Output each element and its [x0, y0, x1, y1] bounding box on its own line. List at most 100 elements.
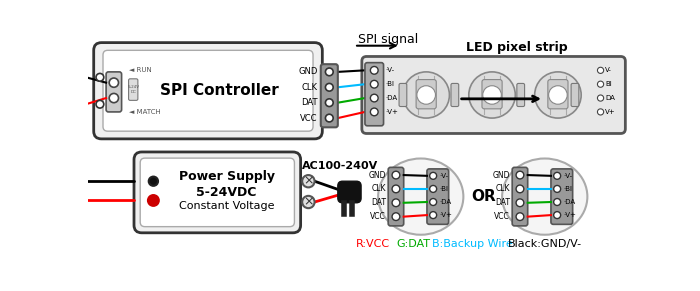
- Circle shape: [417, 86, 435, 104]
- Text: ·BI: ·BI: [385, 81, 394, 87]
- Text: ·DA: ·DA: [385, 95, 397, 101]
- Circle shape: [598, 67, 603, 73]
- Circle shape: [598, 95, 603, 101]
- FancyBboxPatch shape: [512, 167, 528, 226]
- FancyBboxPatch shape: [365, 63, 384, 126]
- Text: 5-24VDC: 5-24VDC: [197, 185, 257, 198]
- Circle shape: [392, 185, 400, 193]
- FancyBboxPatch shape: [482, 79, 502, 109]
- Text: AC100-240V: AC100-240V: [302, 161, 379, 171]
- Text: DAT: DAT: [301, 98, 318, 107]
- Circle shape: [109, 93, 118, 103]
- Circle shape: [516, 171, 524, 179]
- FancyBboxPatch shape: [94, 42, 322, 139]
- Text: ·V+: ·V+: [385, 109, 398, 115]
- Text: DAT: DAT: [495, 198, 510, 207]
- Text: V+: V+: [606, 109, 616, 115]
- FancyBboxPatch shape: [571, 84, 579, 107]
- Text: ·V+: ·V+: [564, 212, 576, 218]
- Circle shape: [554, 212, 561, 219]
- Circle shape: [549, 86, 567, 104]
- Circle shape: [554, 172, 561, 179]
- Text: LED pixel strip: LED pixel strip: [466, 41, 568, 54]
- FancyBboxPatch shape: [140, 158, 295, 227]
- Text: ·DA: ·DA: [440, 199, 452, 205]
- FancyBboxPatch shape: [129, 79, 138, 100]
- Circle shape: [430, 185, 437, 192]
- Circle shape: [148, 177, 158, 186]
- FancyBboxPatch shape: [321, 64, 338, 127]
- Circle shape: [392, 199, 400, 207]
- Text: R:VCC: R:VCC: [356, 239, 390, 249]
- Circle shape: [96, 73, 104, 81]
- Circle shape: [516, 213, 524, 221]
- Text: GND: GND: [368, 171, 386, 180]
- Ellipse shape: [378, 159, 463, 235]
- Text: OR: OR: [471, 189, 496, 204]
- FancyBboxPatch shape: [517, 84, 524, 107]
- Circle shape: [598, 81, 603, 87]
- Text: ·V-: ·V-: [385, 67, 394, 73]
- FancyBboxPatch shape: [451, 84, 458, 107]
- FancyBboxPatch shape: [106, 72, 122, 112]
- FancyBboxPatch shape: [551, 169, 573, 224]
- Circle shape: [430, 198, 437, 205]
- Circle shape: [430, 212, 437, 219]
- Circle shape: [554, 198, 561, 205]
- Text: SPI signal: SPI signal: [358, 33, 418, 46]
- Text: ◄ RUN: ◄ RUN: [129, 67, 151, 72]
- Text: CLK: CLK: [302, 83, 318, 92]
- Circle shape: [326, 84, 333, 91]
- Text: ·BI: ·BI: [564, 186, 573, 192]
- Circle shape: [516, 199, 524, 207]
- Text: DA: DA: [606, 95, 615, 101]
- Ellipse shape: [502, 159, 587, 235]
- FancyBboxPatch shape: [134, 152, 300, 233]
- FancyBboxPatch shape: [548, 79, 568, 109]
- Text: ·BI: ·BI: [440, 186, 449, 192]
- Circle shape: [96, 100, 104, 108]
- Text: Constant Voltage: Constant Voltage: [179, 201, 274, 211]
- Circle shape: [326, 114, 333, 122]
- Circle shape: [326, 68, 333, 76]
- Text: ·V-: ·V-: [564, 173, 573, 179]
- Text: ◄ MATCH: ◄ MATCH: [129, 109, 160, 115]
- Circle shape: [370, 94, 378, 102]
- FancyBboxPatch shape: [362, 56, 625, 134]
- Text: GND: GND: [492, 171, 510, 180]
- Text: V-: V-: [606, 67, 612, 73]
- Text: CLK: CLK: [372, 184, 386, 194]
- Circle shape: [302, 196, 314, 208]
- Circle shape: [392, 213, 400, 221]
- Text: BI: BI: [606, 81, 612, 87]
- Text: G:DAT: G:DAT: [396, 239, 430, 249]
- FancyBboxPatch shape: [338, 181, 361, 203]
- Circle shape: [370, 66, 378, 74]
- FancyBboxPatch shape: [427, 169, 449, 224]
- Text: VCC: VCC: [300, 113, 318, 123]
- Circle shape: [598, 109, 603, 115]
- Text: ×: ×: [303, 175, 314, 188]
- Text: CLK: CLK: [496, 184, 510, 194]
- Text: ·V-: ·V-: [440, 173, 449, 179]
- Text: 5-24V
DC: 5-24V DC: [127, 85, 139, 94]
- Text: ·DA: ·DA: [564, 199, 575, 205]
- Text: VCC: VCC: [370, 212, 386, 221]
- Circle shape: [392, 171, 400, 179]
- Text: SPI Controller: SPI Controller: [160, 83, 279, 98]
- FancyBboxPatch shape: [103, 50, 313, 131]
- Text: GND: GND: [298, 68, 318, 76]
- Circle shape: [370, 80, 378, 88]
- Text: VCC: VCC: [494, 212, 510, 221]
- Circle shape: [370, 108, 378, 116]
- Text: DAT: DAT: [371, 198, 386, 207]
- FancyBboxPatch shape: [416, 79, 436, 109]
- Circle shape: [403, 72, 449, 118]
- FancyBboxPatch shape: [389, 167, 404, 226]
- Circle shape: [109, 78, 118, 87]
- FancyBboxPatch shape: [399, 84, 407, 107]
- Circle shape: [469, 72, 515, 118]
- Circle shape: [535, 72, 581, 118]
- Circle shape: [148, 195, 159, 206]
- Circle shape: [516, 185, 524, 193]
